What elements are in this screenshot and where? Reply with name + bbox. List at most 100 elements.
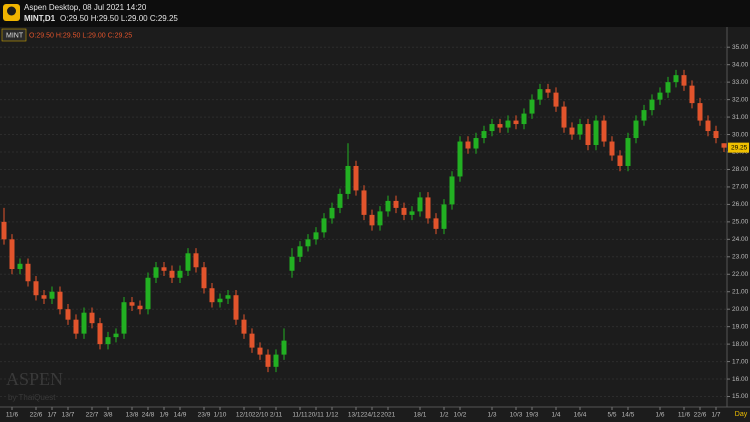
app-icon-glyph	[7, 6, 16, 16]
candle-body	[25, 263, 31, 282]
candle-body	[505, 120, 511, 128]
candle-body	[697, 103, 703, 121]
candle-body	[617, 155, 623, 166]
y-tick-label: 19.00	[732, 323, 749, 330]
y-tick-label: 15.00	[732, 393, 749, 400]
candle-body	[385, 200, 391, 212]
legend-symbol: MINT	[6, 32, 24, 39]
y-tick-label: 33.00	[732, 79, 749, 86]
watermark-brand: ASPEN	[6, 369, 63, 389]
candle-body	[665, 82, 671, 93]
legend-box	[1, 28, 27, 42]
candle-body	[81, 312, 87, 334]
header-symbol: MINT,D1	[24, 14, 56, 23]
candle-body	[137, 305, 143, 310]
y-tick-label: 26.00	[732, 201, 749, 208]
candle-body	[297, 246, 303, 257]
candle-body	[465, 141, 471, 149]
legend-ohlc: O:29.50 H:29.50 L:29.00 C:29.25	[29, 32, 132, 39]
y-tick-label: 16.00	[732, 376, 749, 383]
candle-body	[633, 120, 639, 139]
candle-body	[673, 75, 679, 83]
x-tick-label: 20/11	[308, 412, 324, 419]
candle-body	[377, 211, 383, 226]
candle-body	[249, 333, 255, 348]
y-tick-label: 24.00	[732, 236, 749, 243]
header-bar	[0, 0, 750, 27]
y-tick-label: 31.00	[732, 114, 749, 121]
candle-body	[129, 302, 135, 306]
x-tick-label: 11/6	[6, 412, 19, 419]
candle-body	[369, 214, 375, 226]
candle-body	[233, 295, 239, 320]
x-tick-label: 22/10	[252, 412, 269, 419]
candle-body	[481, 131, 487, 139]
candle-body	[641, 110, 647, 121]
x-tick-label: 1/12	[326, 412, 339, 419]
candle-body	[553, 92, 559, 107]
candle-body	[305, 239, 311, 247]
period-label: Day	[735, 411, 748, 418]
x-tick-label: 13/12	[348, 412, 365, 419]
candle-body	[321, 218, 327, 233]
candle-body	[145, 277, 151, 310]
candle-body	[49, 291, 55, 299]
candle-body	[441, 204, 447, 229]
x-tick-label: 1/9	[159, 412, 168, 419]
candle-body	[161, 267, 167, 271]
candle-body	[449, 176, 455, 205]
candle-body	[393, 200, 399, 208]
x-tick-label: 13/7	[62, 412, 75, 419]
candle-body	[57, 291, 63, 310]
y-tick-label: 34.00	[732, 61, 749, 68]
x-tick-label: 3/8	[103, 412, 112, 419]
candle-body	[497, 124, 503, 128]
candle-body	[273, 354, 279, 367]
candle-body	[281, 340, 287, 355]
header-title: Aspen Desktop, 08 Jul 2021 14:20	[24, 3, 147, 12]
y-tick-label: 27.00	[732, 184, 749, 191]
x-tick-label: 11/6	[678, 412, 691, 419]
candle-body	[609, 141, 615, 156]
candle-body	[529, 99, 535, 114]
y-tick-label: 23.00	[732, 254, 749, 261]
x-tick-label: 14/5	[622, 412, 635, 419]
x-tick-label: 23/9	[198, 412, 211, 419]
y-tick-label: 35.00	[732, 44, 749, 51]
candle-body	[657, 92, 663, 100]
x-tick-label: 10/3	[510, 412, 523, 419]
candle-body	[649, 99, 655, 111]
candle-body	[153, 267, 159, 278]
x-tick-label: 18/1	[414, 412, 427, 419]
candle-body	[361, 190, 367, 215]
y-tick-label: 17.00	[732, 358, 749, 365]
candle-body	[177, 270, 183, 278]
candle-body	[585, 124, 591, 146]
x-tick-label: 22/6	[30, 412, 43, 419]
candle-body	[489, 124, 495, 132]
candle-body	[289, 256, 295, 271]
y-tick-label: 22.00	[732, 271, 749, 278]
y-tick-label: 30.00	[732, 131, 749, 138]
y-tick-label: 28.00	[732, 166, 749, 173]
x-tick-label: 19/3	[526, 412, 539, 419]
candle-body	[185, 253, 191, 271]
x-tick-label: 24/12	[364, 412, 381, 419]
candle-body	[713, 131, 719, 139]
y-tick-label: 20.00	[732, 306, 749, 313]
current-price-label: 29.25	[731, 144, 748, 151]
candle-body	[217, 298, 223, 303]
x-tick-label: 1/4	[551, 412, 560, 419]
candle-body	[681, 75, 687, 86]
candle-body	[113, 333, 119, 338]
x-tick-label: 11/11	[292, 412, 308, 419]
candle-body	[9, 239, 15, 270]
candle-body	[625, 138, 631, 166]
candle-body	[17, 263, 23, 270]
candle-body	[169, 270, 175, 278]
candle-body	[457, 141, 463, 177]
candle-body	[513, 120, 519, 125]
